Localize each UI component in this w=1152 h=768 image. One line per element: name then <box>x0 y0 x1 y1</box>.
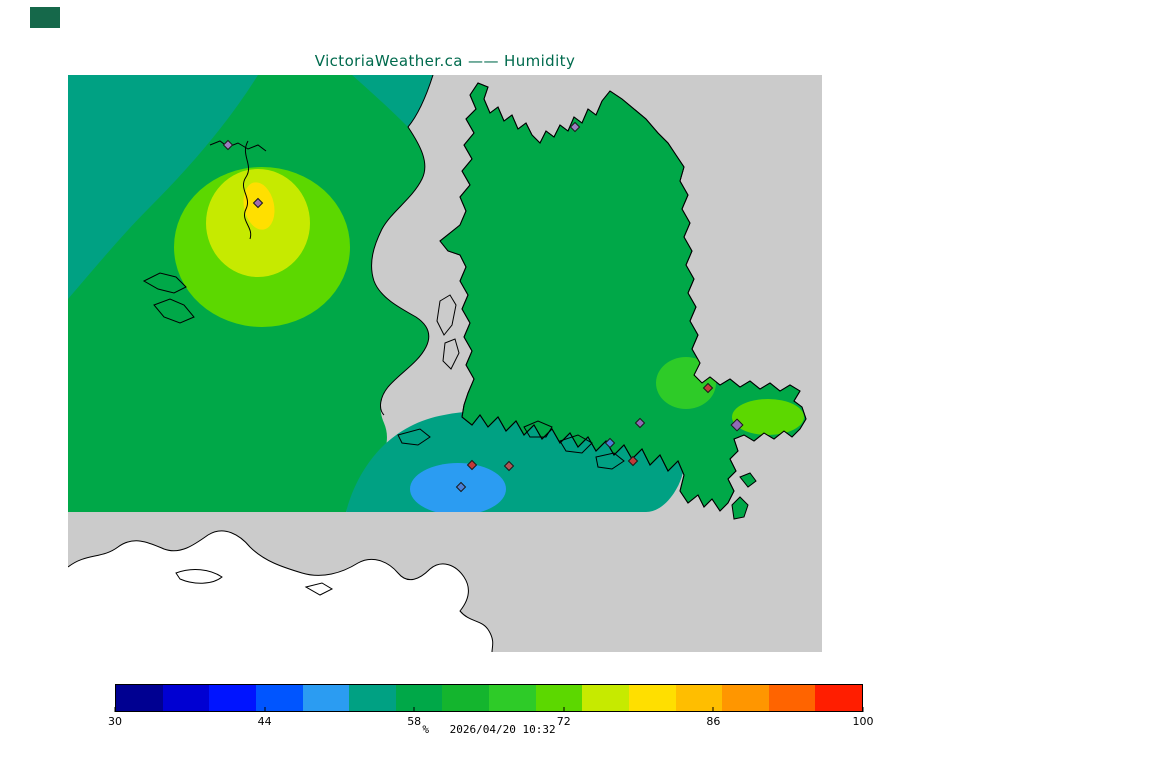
olympic-coastline-group <box>68 530 494 652</box>
colorbar-segment <box>209 685 256 711</box>
station-marker[interactable] <box>252 197 264 209</box>
colorbar-segment <box>535 685 583 711</box>
colorbar-tick-label: 30 <box>108 715 122 728</box>
olympic-coastline <box>68 530 494 652</box>
map-title: VictoriaWeather.ca —— Humidity <box>314 52 576 70</box>
channel-islet-1 <box>436 294 457 336</box>
colorbar-segment <box>628 685 676 711</box>
contour-teal-northwest <box>68 75 258 299</box>
colorbar-ticklabels: 30 44 58 72 86 100 <box>108 707 874 730</box>
station-marker[interactable] <box>503 460 515 472</box>
coastline-inlet-squiggle <box>209 140 267 152</box>
colorbar-segment <box>395 685 443 711</box>
channel-islet-2 <box>442 338 460 370</box>
colorbar-wrap: 30 44 58 72 86 100 <box>108 684 874 730</box>
colorbar-tick-label: 44 <box>257 715 272 728</box>
coastline-left-block-edge <box>371 75 434 416</box>
units-label: % <box>422 723 430 736</box>
colorbar-segment <box>675 685 723 711</box>
band-islet-4 <box>397 428 431 446</box>
colorbar-tick-label: 72 <box>556 715 571 728</box>
station-marker[interactable] <box>569 121 581 133</box>
colorbar-segment <box>722 685 769 711</box>
islet-southeast <box>731 496 749 520</box>
band-islet-1 <box>523 420 553 438</box>
coastline-estuary-squiggle <box>242 140 252 240</box>
band-islet-3 <box>595 452 625 470</box>
colorbar-segment <box>442 685 489 711</box>
colorbar-segment <box>582 685 629 711</box>
colorbar-segment <box>116 685 163 711</box>
land-no-data-olympic <box>68 530 493 652</box>
stations-layer <box>222 121 744 493</box>
band-islet-2 <box>559 434 593 454</box>
station-marker[interactable] <box>466 459 478 471</box>
colorbar-tick-mark <box>712 707 714 712</box>
islet-southeast-small <box>739 472 757 488</box>
colorbar-segment <box>255 685 303 711</box>
colorbar-segment <box>162 685 210 711</box>
lake-outline-west-1 <box>142 272 187 294</box>
colorbar-segment <box>815 685 862 711</box>
colorbar-tick-label: 86 <box>706 715 721 728</box>
station-marker[interactable] <box>702 382 714 394</box>
colorbar-segment <box>489 685 536 711</box>
corner-swatch <box>30 7 60 28</box>
station-marker[interactable] <box>604 437 616 449</box>
colorbar-tick-label: 58 <box>407 715 422 728</box>
olympic-lake-outline-small <box>304 582 334 596</box>
station-marker[interactable] <box>222 139 234 151</box>
colorbar-segments <box>115 684 863 712</box>
station-marker[interactable] <box>634 417 646 429</box>
humidity-map-svg <box>68 75 822 652</box>
coastline-detail-group <box>142 140 625 470</box>
humidity-map <box>68 75 822 652</box>
station-marker[interactable] <box>455 481 467 493</box>
island-arm-bright-spot <box>732 399 804 435</box>
colorbar-segment <box>349 685 396 711</box>
lake-outline-west-2 <box>153 298 195 324</box>
colorbar-tick-mark <box>563 707 565 712</box>
colorbar-tick-mark <box>264 707 266 712</box>
colorbar-segment <box>302 685 350 711</box>
colorbar-segment <box>768 685 816 711</box>
colorbar-tick-label: 100 <box>852 715 874 728</box>
colorbar-tick-mark <box>114 707 116 712</box>
station-marker[interactable] <box>730 418 744 432</box>
colorbar-tick-mark <box>862 707 864 712</box>
colorbar-tick-mark <box>413 707 415 712</box>
contour-teal-northeast <box>352 75 433 127</box>
datetime-label: 2026/04/20 10:32 <box>449 723 556 736</box>
station-marker[interactable] <box>627 455 639 467</box>
timestamp-caption: % 2026/04/20 10:32 <box>115 723 863 736</box>
olympic-lake-outline <box>175 569 223 584</box>
